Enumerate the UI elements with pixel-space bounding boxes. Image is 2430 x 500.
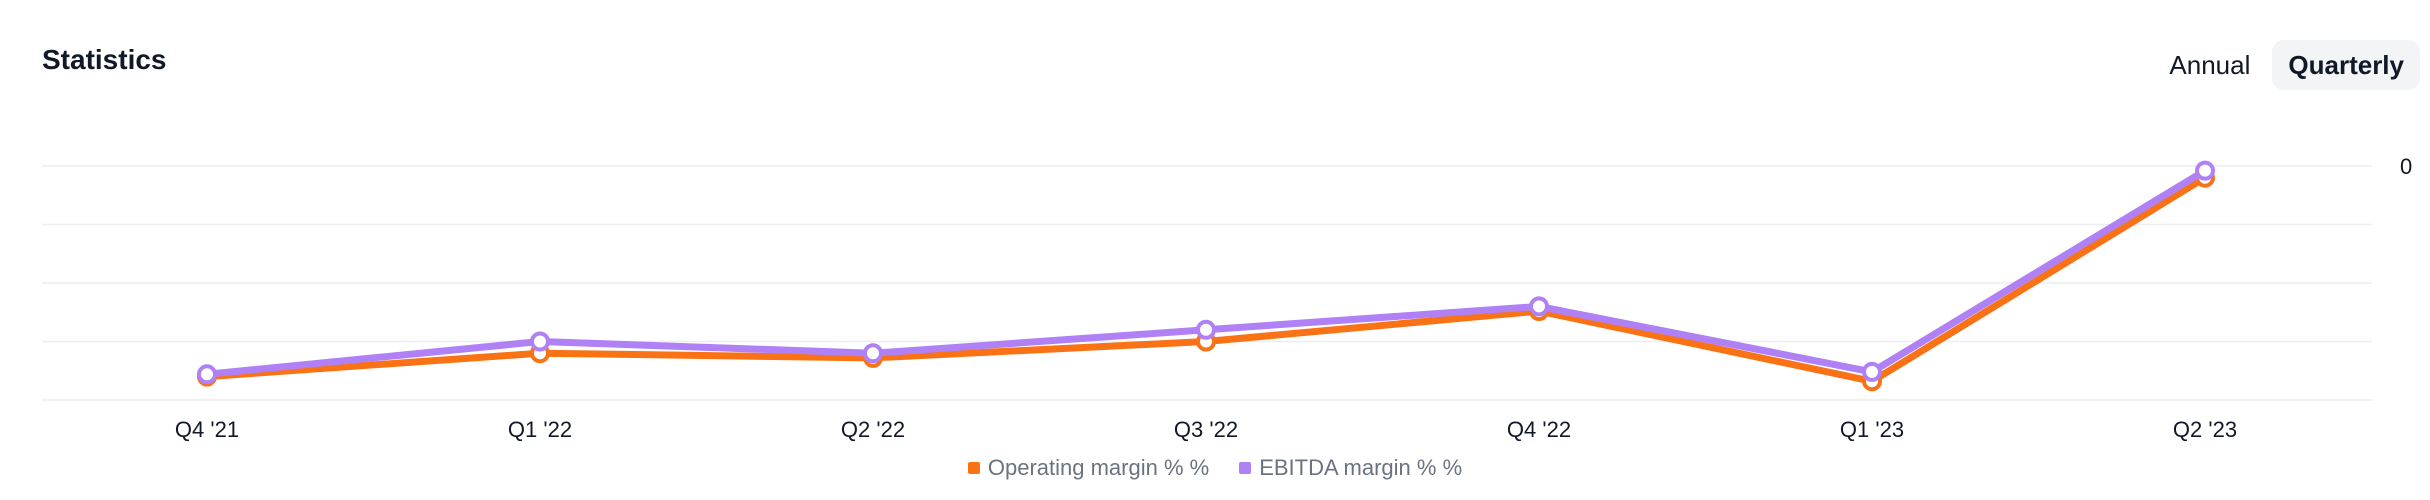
chart-legend: Operating margin % % EBITDA margin % % <box>0 455 2430 481</box>
x-tick-label: Q4 '21 <box>175 417 239 442</box>
data-point <box>863 343 883 364</box>
x-tick-label: Q4 '22 <box>1507 417 1571 442</box>
data-point <box>2195 160 2215 181</box>
x-tick-label: Q1 '23 <box>1840 417 1904 442</box>
x-tick-label: Q2 '23 <box>2173 417 2237 442</box>
legend-swatch <box>967 462 980 474</box>
quarterly-button[interactable]: Quarterly <box>2272 40 2420 90</box>
data-point <box>1196 319 1216 340</box>
annual-button[interactable]: Annual <box>2153 40 2266 90</box>
x-tick-label: Q3 '22 <box>1174 417 1238 442</box>
period-toggle: Annual Quarterly <box>2153 40 2420 90</box>
legend-label: Operating margin % % <box>987 455 1210 480</box>
x-tick-label: Q2 '22 <box>841 417 905 442</box>
data-point <box>197 364 217 385</box>
page-title: Statistics <box>42 44 167 75</box>
legend-item[interactable]: EBITDA margin % % <box>1239 455 1462 481</box>
y-tick-label: 0 <box>2400 154 2412 179</box>
data-point <box>1529 296 1549 317</box>
data-point <box>1862 361 1882 382</box>
data-point <box>530 331 550 352</box>
legend-swatch <box>1239 462 1252 474</box>
legend-item[interactable]: Operating margin % % <box>967 455 1210 481</box>
legend-label: EBITDA margin % % <box>1259 455 1463 480</box>
x-tick-label: Q1 '22 <box>508 417 572 442</box>
